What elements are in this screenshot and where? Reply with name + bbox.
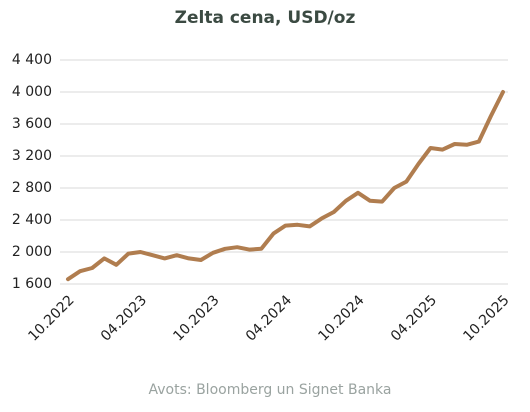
chart-title: Zelta cena, USD/oz	[175, 8, 356, 28]
y-tick-label: 4 000	[12, 84, 52, 100]
x-tick-label: 10.2023	[170, 292, 222, 344]
x-tick-label: 10.2025	[460, 292, 512, 344]
y-tick-label: 4 400	[12, 52, 52, 68]
x-tick-label: 04.2023	[98, 292, 150, 344]
y-tick-label: 1 600	[12, 276, 52, 292]
x-tick-label: 04.2024	[243, 292, 295, 344]
source-note: Avots: Bloomberg un Signet Banka	[149, 382, 392, 398]
x-tick-label: 04.2025	[388, 292, 440, 344]
y-tick-label: 2 400	[12, 212, 52, 228]
y-tick-label: 2 000	[12, 244, 52, 260]
y-tick-label: 2 800	[12, 180, 52, 196]
y-tick-label: 3 200	[12, 148, 52, 164]
price-line	[66, 90, 505, 282]
x-tick-label: 10.2024	[315, 292, 367, 344]
x-tick-label: 10.2022	[25, 292, 77, 344]
y-tick-label: 3 600	[12, 116, 52, 132]
